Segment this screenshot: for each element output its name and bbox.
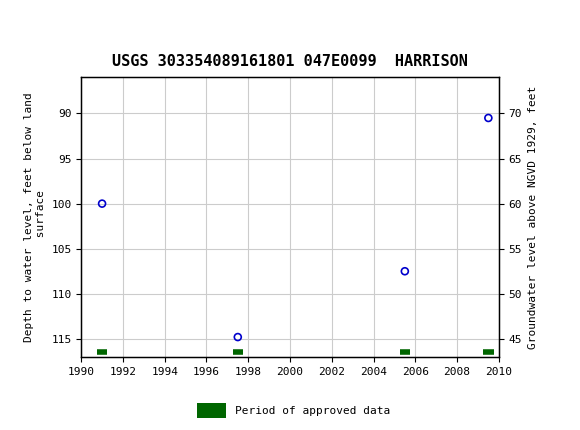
Point (484, 114, 493, 121)
Point (233, 334, 242, 341)
Title: USGS 303354089161801 047E0099  HARRISON: USGS 303354089161801 047E0099 HARRISON (112, 54, 468, 69)
Point (400, 268, 409, 275)
Y-axis label: Groundwater level above NGVD 1929, feet: Groundwater level above NGVD 1929, feet (528, 86, 538, 349)
Text: Period of approved data: Period of approved data (235, 405, 390, 416)
Text: ≡USGS: ≡USGS (17, 17, 88, 35)
Bar (197, 403, 226, 418)
Point (97, 200, 107, 207)
Y-axis label: Depth to water level, feet below land
 surface: Depth to water level, feet below land su… (24, 92, 46, 342)
